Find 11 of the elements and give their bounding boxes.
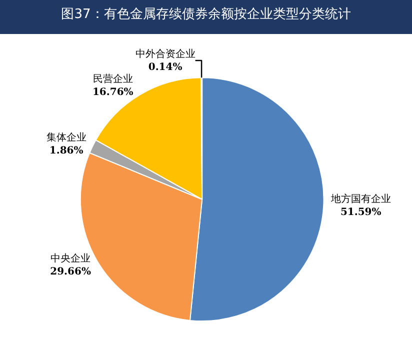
data-label: 51.59% <box>340 206 382 218</box>
data-label: 29.66% <box>50 266 92 278</box>
data-label: 1.86% <box>49 145 84 156</box>
data-label: 0.14% <box>148 62 183 73</box>
data-label: 16.76% <box>92 86 134 98</box>
chart-title: 图37：有色金属存续债券余额按企业类型分类统计 <box>61 7 351 22</box>
slice-label: 中央企业 <box>50 252 91 265</box>
slice-label: 中外合资企业 <box>135 48 196 60</box>
slice-label: 地方国有企业 <box>330 192 391 205</box>
slice-label: 集体企业 <box>46 131 86 144</box>
slice-label: 民营企业 <box>92 72 133 85</box>
